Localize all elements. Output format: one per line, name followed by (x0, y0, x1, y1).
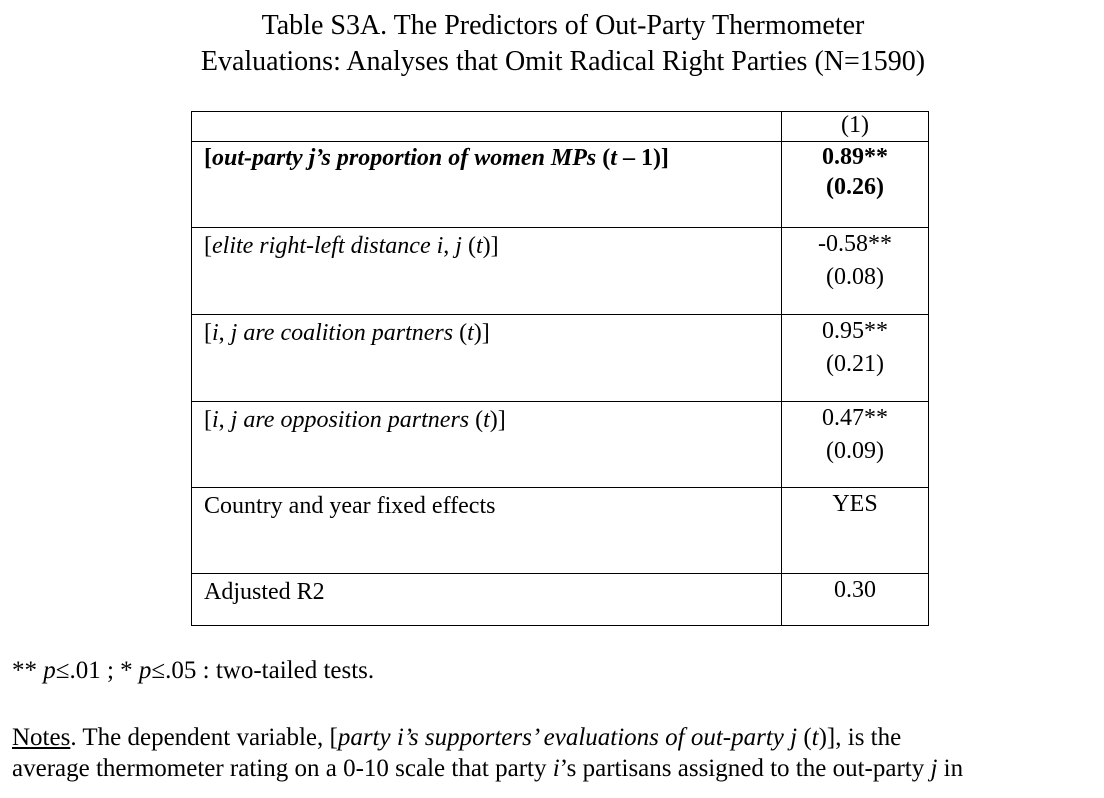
variable-cell: [i, j are coalition partners (t)] (191, 314, 782, 402)
variable-cell: Adjusted R2 (191, 573, 782, 626)
value-cell: -0.58** (0.08) (781, 227, 929, 315)
coefficient-value: 0.95** (822, 318, 888, 344)
table-title-line-2: Evaluations: Analyses that Omit Radical … (200, 46, 926, 77)
value-cell: 0.95** (0.21) (781, 314, 929, 402)
variable-cell: [i, j are opposition partners (t)] (191, 401, 782, 488)
notes-heading: Notes (12, 724, 71, 751)
table-header-row: (1) (191, 111, 929, 142)
variable-label-coalition-partners: [i, j are coalition partners (t)] (204, 320, 490, 346)
variable-label-elite-distance: [elite right-left distance i, j (t)] (204, 233, 499, 259)
table-row: [out-party j’s proportion of women MPs (… (191, 141, 929, 228)
value-cell: 0.89** (0.26) (781, 141, 929, 228)
variable-label-adjusted-r2: Adjusted R2 (204, 579, 325, 605)
variable-cell: [elite right-left distance i, j (t)] (191, 227, 782, 315)
standard-error-value: (0.09) (826, 438, 884, 464)
column-header-cell: (1) (781, 111, 929, 142)
variable-label-fixed-effects: Country and year fixed effects (204, 493, 496, 519)
standard-error-value: (0.08) (826, 264, 884, 290)
coefficient-value: 0.47** (822, 405, 888, 431)
variable-label-women-mps: [out-party j’s proportion of women MPs (… (204, 145, 669, 171)
regression-table: (1) [out-party j’s proportion of women M… (191, 111, 929, 626)
value-cell: 0.47** (0.09) (781, 401, 929, 488)
value-cell: YES (781, 487, 929, 574)
variable-label-opposition-partners: [i, j are opposition partners (t)] (204, 407, 506, 433)
adjusted-r2-value: 0.30 (834, 577, 876, 603)
fixed-effects-value: YES (832, 491, 878, 517)
table-row: [i, j are opposition partners (t)] 0.47*… (191, 401, 929, 488)
standard-error-value: (0.26) (826, 174, 884, 200)
standard-error-value: (0.21) (826, 351, 884, 377)
table-row: [i, j are coalition partners (t)] 0.95**… (191, 314, 929, 402)
table-title-line-1: Table S3A. The Predictors of Out-Party T… (261, 10, 865, 41)
table-row: [elite right-left distance i, j (t)] -0.… (191, 227, 929, 315)
notes-paragraph: Notes. The dependent variable, [party i’… (12, 724, 964, 782)
column-header: (1) (841, 112, 869, 138)
table-row: Adjusted R2 0.30 (191, 573, 929, 626)
variable-cell: Country and year fixed effects (191, 487, 782, 574)
variable-cell: [out-party j’s proportion of women MPs (… (191, 141, 782, 228)
coefficient-value: 0.89** (822, 144, 888, 170)
table-row: Country and year fixed effects YES (191, 487, 929, 574)
coefficient-value: -0.58** (818, 231, 892, 257)
significance-note: ** p≤.01 ; * p≤.05 : two-tailed tests. (12, 657, 375, 684)
value-cell: 0.30 (781, 573, 929, 626)
header-empty-cell (191, 111, 782, 142)
